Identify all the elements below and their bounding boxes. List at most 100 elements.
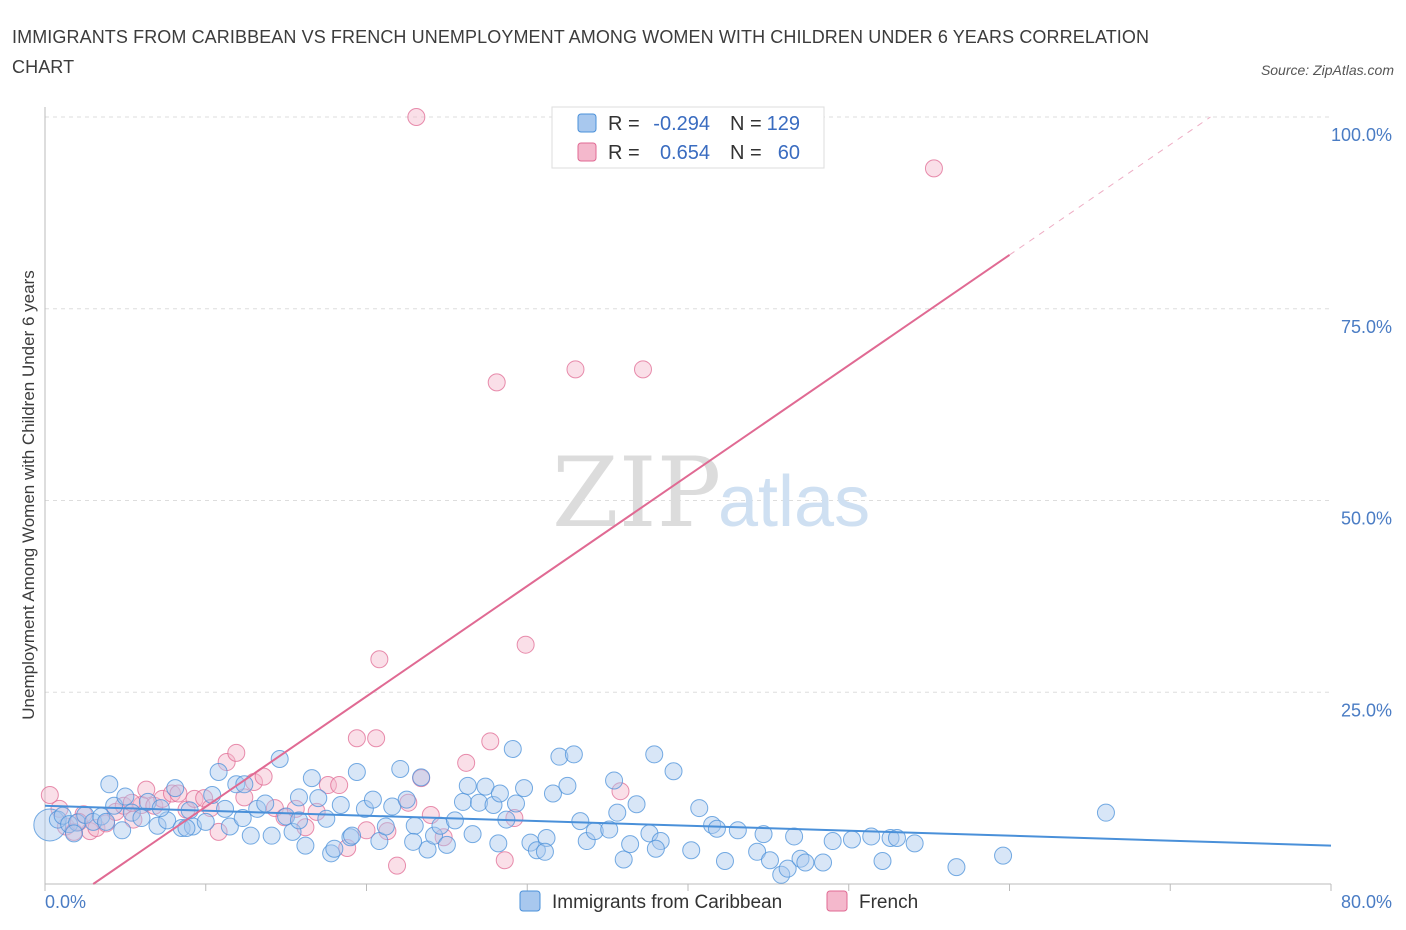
y-tick-label: 100.0% (1331, 125, 1392, 145)
french-point (388, 856, 407, 875)
caribbean-point (437, 835, 456, 854)
caribbean-point (463, 825, 482, 844)
legend-r-label-french: R = (608, 142, 640, 164)
french-point (611, 782, 630, 801)
caribbean-point (148, 816, 167, 835)
caribbean-point (397, 790, 416, 809)
caribbean-point (535, 842, 554, 861)
caribbean-point (707, 819, 726, 838)
caribbean-points (33, 740, 1115, 884)
x-tick-label-max: 80.0% (1341, 892, 1392, 912)
french-point (169, 784, 188, 803)
caribbean-point (690, 799, 709, 818)
caribbean-point (490, 784, 509, 803)
french-point (516, 635, 535, 654)
caribbean-point (347, 763, 366, 782)
french-point (633, 360, 652, 379)
caribbean-point (484, 795, 503, 814)
french-trend-line (92, 254, 1011, 885)
watermark-atlas: atlas (718, 462, 870, 542)
french-point (153, 789, 172, 808)
caribbean-point (404, 832, 423, 851)
caribbean-point (728, 821, 747, 840)
caribbean-point (343, 826, 362, 845)
french-point (185, 789, 204, 808)
caribbean-point (796, 853, 815, 872)
caribbean-point (646, 839, 665, 858)
caribbean-point (383, 797, 402, 816)
caribbean-point (445, 811, 464, 830)
chart-title: IMMIGRANTS FROM CARIBBEAN VS FRENCH UNEM… (12, 27, 1150, 77)
caribbean-point (262, 826, 281, 845)
caribbean-point (151, 799, 170, 818)
caribbean-point (376, 817, 395, 836)
caribbean-point (543, 784, 562, 803)
french-point (367, 729, 386, 748)
legend-frame (551, 106, 825, 169)
legend-swatch-caribbean (577, 113, 597, 133)
y-tick-label: 75.0% (1341, 317, 1392, 337)
caribbean-point (715, 851, 734, 870)
caribbean-point (564, 745, 583, 764)
caribbean-point (296, 836, 315, 855)
caribbean-point (289, 811, 308, 830)
caribbean-point (627, 795, 646, 814)
caribbean-point (608, 803, 627, 822)
legend-n-value-caribbean: 129 (767, 113, 800, 135)
caribbean-point (470, 793, 489, 812)
caribbean-point (905, 834, 924, 853)
caribbean-point (842, 830, 861, 849)
caribbean-point (873, 851, 892, 870)
caribbean-point (241, 826, 260, 845)
french-point (330, 776, 349, 795)
caribbean-point (405, 816, 424, 835)
caribbean-point (425, 826, 444, 845)
legend-n-value-french: 60 (778, 142, 800, 164)
caribbean-point (1096, 803, 1115, 822)
legend-r-label-caribbean: R = (608, 113, 640, 135)
caribbean-point (887, 828, 906, 847)
legend-n-label-caribbean: N = (730, 113, 762, 135)
caribbean-point (760, 851, 779, 870)
caribbean-point (754, 825, 773, 844)
caribbean-point (64, 824, 83, 843)
caribbean-point (947, 858, 966, 877)
caribbean-point (325, 839, 344, 858)
legend-box: R = -0.294 N = 129 R = 0.654 N = 60 (551, 106, 825, 169)
caribbean-point (132, 809, 151, 828)
caribbean-point (814, 853, 833, 872)
caribbean-point (302, 769, 321, 788)
french-point (407, 108, 426, 126)
french-point (347, 729, 366, 748)
caribbean-point (289, 788, 308, 807)
y-axis-tick-labels: 100.0% 75.0% 50.0% 25.0% (1331, 125, 1392, 720)
caribbean-trend-line (44, 804, 1332, 847)
caribbean-point (100, 775, 119, 794)
caribbean-point (994, 846, 1013, 865)
grid-lines (45, 116, 1331, 693)
caribbean-point (476, 777, 495, 796)
caribbean-point (331, 795, 350, 814)
caribbean-point (515, 779, 534, 798)
caribbean-point (682, 841, 701, 860)
caribbean-point (453, 792, 472, 811)
french-point (209, 822, 228, 841)
watermark-zip: ZIP (552, 437, 721, 549)
caribbean-point (209, 763, 228, 782)
legend-n-label-french: N = (730, 142, 762, 164)
caribbean-point (363, 790, 382, 809)
bottom-legend-label-caribbean: Immigrants from Caribbean (552, 892, 782, 913)
x-tick-label-min: 0.0% (45, 892, 86, 912)
caribbean-point (489, 834, 508, 853)
caribbean-point (113, 821, 132, 840)
source-label: Source: ZipAtlas.com (1260, 62, 1394, 78)
caribbean-point (748, 842, 767, 861)
caribbean-point (621, 835, 640, 854)
french-trend-line-extension (1009, 116, 1211, 256)
legend-r-value-caribbean: -0.294 (653, 113, 710, 135)
legend-r-value-french: 0.654 (660, 142, 710, 164)
caribbean-point (235, 775, 254, 794)
caribbean-point (216, 799, 235, 818)
french-point (235, 788, 254, 807)
